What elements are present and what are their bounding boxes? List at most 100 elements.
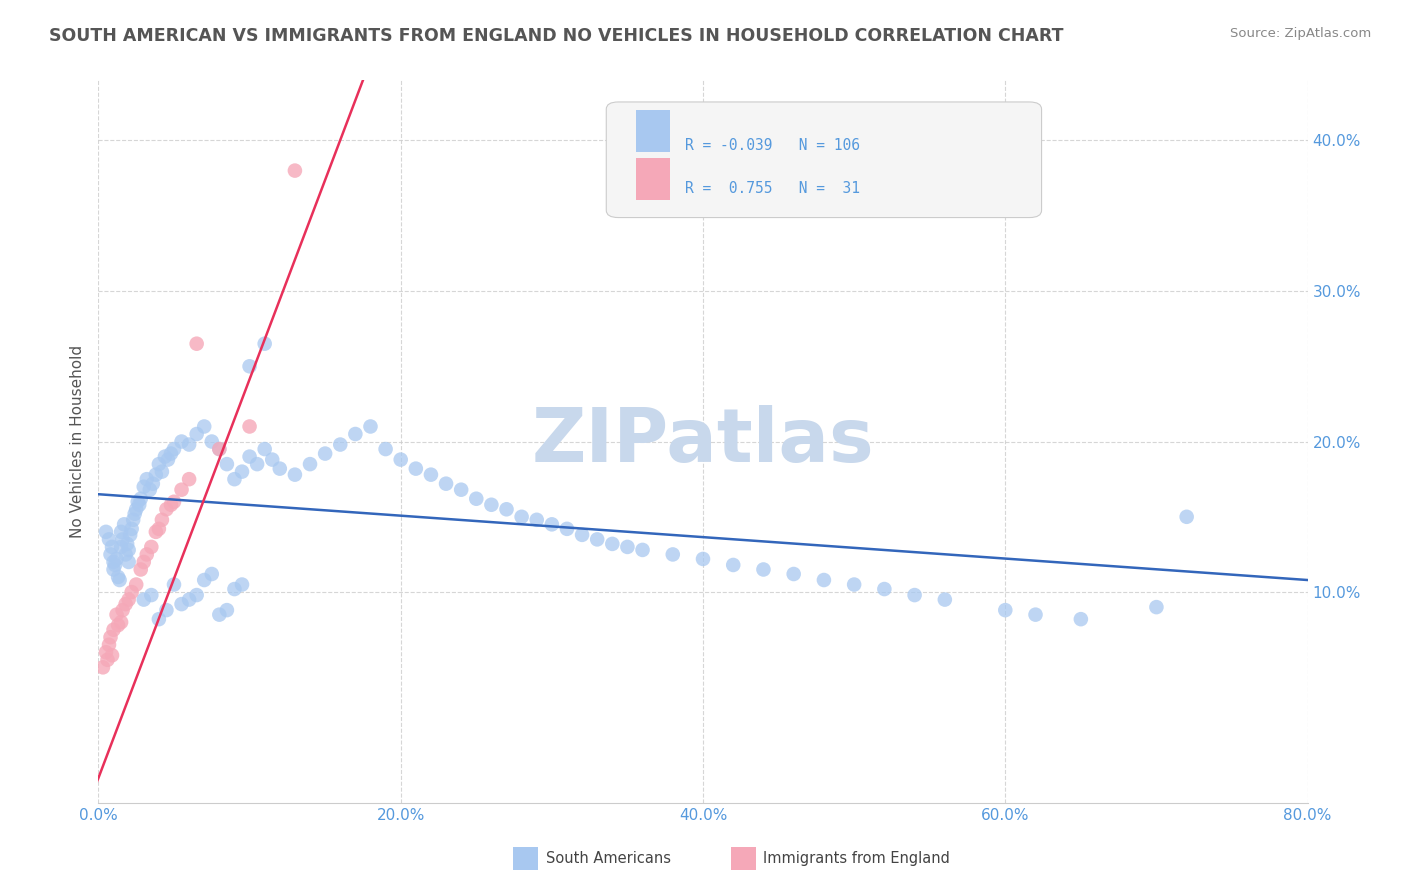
Point — [104, 558, 127, 572]
Point — [465, 491, 488, 506]
Point — [420, 467, 443, 482]
Point — [239, 359, 262, 374]
Point — [434, 476, 457, 491]
Point — [215, 457, 238, 471]
Point — [100, 630, 122, 644]
Point — [155, 603, 177, 617]
Point — [374, 442, 396, 456]
Point — [135, 472, 157, 486]
Point — [132, 592, 155, 607]
Point — [239, 419, 262, 434]
Point — [148, 522, 170, 536]
Point — [132, 480, 155, 494]
Point — [299, 457, 322, 471]
Point — [94, 524, 117, 539]
Point — [150, 465, 173, 479]
Point — [163, 577, 186, 591]
Point — [231, 577, 253, 591]
Y-axis label: No Vehicles in Household: No Vehicles in Household — [69, 345, 84, 538]
Point — [904, 588, 927, 602]
Point — [284, 467, 307, 482]
Point — [1024, 607, 1046, 622]
Point — [224, 472, 246, 486]
Point — [239, 450, 262, 464]
Point — [103, 562, 125, 576]
Point — [616, 540, 638, 554]
Point — [692, 552, 714, 566]
Point — [170, 483, 193, 497]
Point — [120, 528, 142, 542]
Point — [105, 552, 128, 566]
Point — [118, 542, 141, 557]
Point — [1175, 509, 1198, 524]
Point — [360, 419, 382, 434]
Point — [510, 509, 533, 524]
Point — [127, 494, 149, 508]
Point — [160, 498, 183, 512]
Point — [201, 434, 224, 449]
Text: Immigrants from England: Immigrants from England — [763, 852, 950, 866]
FancyBboxPatch shape — [606, 102, 1042, 218]
Point — [121, 522, 143, 536]
Point — [193, 573, 215, 587]
Point — [145, 524, 167, 539]
Point — [105, 607, 128, 622]
Point — [314, 446, 336, 460]
Point — [179, 437, 201, 451]
Point — [994, 603, 1017, 617]
Point — [246, 457, 269, 471]
Point — [150, 513, 173, 527]
Point — [100, 548, 122, 562]
Point — [723, 558, 745, 572]
Point — [125, 577, 148, 591]
Point — [114, 548, 136, 562]
Point — [179, 592, 201, 607]
Point — [813, 573, 835, 587]
Point — [208, 442, 231, 456]
Point — [91, 660, 114, 674]
Point — [101, 540, 124, 554]
Point — [155, 502, 177, 516]
Point — [186, 588, 208, 602]
Point — [124, 507, 146, 521]
Point — [121, 585, 143, 599]
Point — [450, 483, 472, 497]
Point — [269, 461, 291, 475]
Point — [160, 446, 183, 460]
Point — [125, 502, 148, 516]
Point — [389, 452, 412, 467]
Point — [141, 540, 163, 554]
Point — [103, 623, 125, 637]
Point — [555, 522, 578, 536]
Point — [571, 528, 593, 542]
Point — [208, 607, 231, 622]
Point — [844, 577, 866, 591]
Bar — [637, 158, 671, 200]
Point — [495, 502, 517, 516]
Point — [148, 612, 170, 626]
Text: R = -0.039   N = 106: R = -0.039 N = 106 — [685, 138, 860, 153]
Point — [129, 562, 152, 576]
Point — [94, 645, 117, 659]
Point — [98, 638, 121, 652]
Point — [128, 498, 150, 512]
Point — [526, 513, 548, 527]
Point — [201, 567, 224, 582]
Point — [752, 562, 775, 576]
Point — [186, 336, 208, 351]
Point — [661, 548, 683, 562]
Point — [110, 540, 132, 554]
Point — [129, 491, 152, 506]
Point — [108, 573, 131, 587]
Point — [98, 533, 121, 547]
Text: Source: ZipAtlas.com: Source: ZipAtlas.com — [1230, 27, 1371, 40]
Point — [110, 524, 132, 539]
Point — [142, 476, 165, 491]
Point — [153, 450, 176, 464]
Point — [96, 653, 118, 667]
Point — [163, 442, 186, 456]
Point — [170, 597, 193, 611]
Point — [145, 467, 167, 482]
Point — [481, 498, 503, 512]
Point — [156, 452, 179, 467]
